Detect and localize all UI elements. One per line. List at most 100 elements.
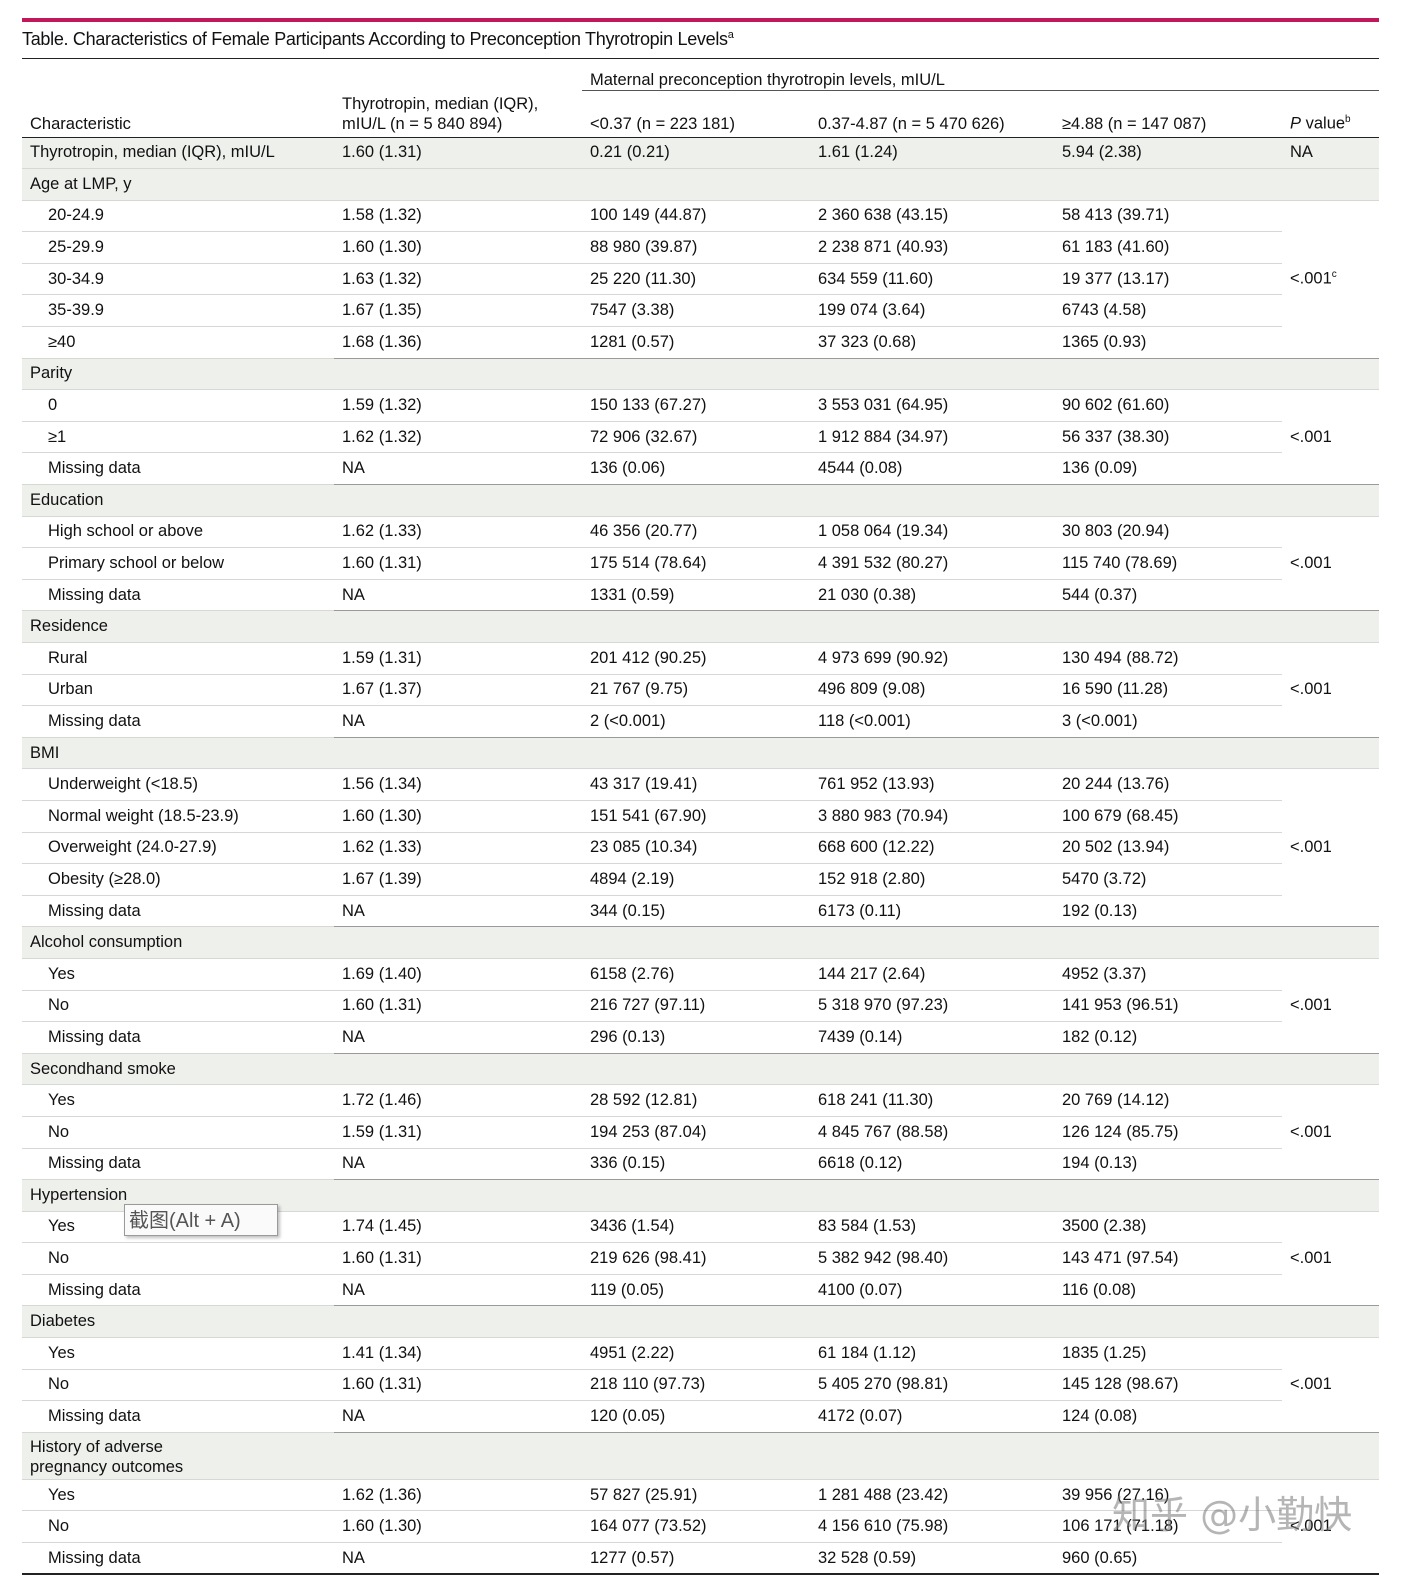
table-row: Yes 1.72 (1.46) 28 592 (12.81) 618 241 (11.… bbox=[22, 1084, 1380, 1181]
cell-mid: 61 184 (1.12) bbox=[810, 1337, 1054, 1370]
table-row: Obesity (≥28.0) 1.67 (1.39) 4894 (2.19) 152… bbox=[22, 863, 1379, 896]
table-row: No 1.60 (1.31) 216 727 (97.11) 5 318 970 (9… bbox=[22, 990, 1379, 1023]
row-label: Yes bbox=[22, 1084, 334, 1117]
row-label: Underweight (<18.5) bbox=[22, 768, 334, 801]
cell-p: NA bbox=[1282, 137, 1380, 170]
cell-low: 25 220 (11.30) bbox=[582, 263, 810, 296]
cell-high: 61 183 (41.60) bbox=[1054, 231, 1282, 264]
cell-mid: 1 281 488 (23.42) bbox=[810, 1479, 1054, 1512]
cell-mid: 618 241 (11.30) bbox=[810, 1084, 1054, 1117]
table-row: Yes 1.41 (1.34) 4951 (2.22) 61 184 (1.12) 18… bbox=[22, 1337, 1380, 1433]
table-row: Missing data NA 119 (0.05) 4100 (0.07) 116 (… bbox=[22, 1274, 1379, 1307]
cell-low: 3436 (1.54) bbox=[582, 1211, 810, 1244]
cell-p: <.001 bbox=[1282, 642, 1380, 738]
cell-p: <.001 bbox=[1282, 1337, 1380, 1433]
row-label: ≥40 bbox=[22, 326, 334, 359]
cell-low: 46 356 (20.77) bbox=[582, 516, 810, 549]
cell-mid: 5 318 970 (97.23) bbox=[810, 990, 1054, 1023]
cell-high: 106 171 (71.18) bbox=[1054, 1510, 1282, 1544]
table-row: Missing data NA 296 (0.13) 7439 (0.14) 182 (… bbox=[22, 1021, 1379, 1054]
cell-low: 150 133 (67.27) bbox=[582, 389, 810, 422]
cell-median: 1.72 (1.46) bbox=[334, 1084, 582, 1117]
cell-low: 1281 (0.57) bbox=[582, 326, 810, 359]
row-label: No bbox=[22, 1116, 334, 1149]
cell-median: NA bbox=[334, 452, 582, 486]
cell-mid: 4 973 699 (90.92) bbox=[810, 642, 1054, 675]
category-row: Secondhand smoke bbox=[22, 1053, 1380, 1086]
cell-mid: 1 058 064 (19.34) bbox=[810, 516, 1054, 549]
cell-high: 3500 (2.38) bbox=[1054, 1211, 1282, 1244]
cell-median: 1.63 (1.32) bbox=[334, 263, 582, 296]
category-row: History of adverse pregnancy outcomes bbox=[22, 1432, 1380, 1480]
cell-mid: 152 918 (2.80) bbox=[810, 863, 1054, 896]
cell-mid: 3 880 983 (70.94) bbox=[810, 800, 1054, 833]
cell-high: 145 128 (98.67) bbox=[1054, 1369, 1282, 1402]
cell-median: 1.59 (1.31) bbox=[334, 642, 582, 675]
cell-mid: 496 809 (9.08) bbox=[810, 674, 1054, 707]
table-row: Overweight (24.0-27.9) 1.62 (1.33) 23 085 … bbox=[22, 832, 1379, 865]
row-label: Primary school or below bbox=[22, 547, 334, 580]
cell-median: 1.60 (1.31) bbox=[334, 1369, 582, 1402]
cell-high: 20 502 (13.94) bbox=[1054, 832, 1282, 865]
cell-high: 143 471 (97.54) bbox=[1054, 1242, 1282, 1275]
cell-low: 151 541 (67.90) bbox=[582, 800, 810, 833]
table-row: High school or above 1.62 (1.33) 46 356 (2… bbox=[22, 516, 1380, 612]
row-label: Yes bbox=[22, 1479, 334, 1512]
cell-high: 6743 (4.58) bbox=[1054, 294, 1282, 328]
cell-median: 1.68 (1.36) bbox=[334, 326, 582, 359]
cell-low: 23 085 (10.34) bbox=[582, 832, 810, 865]
row-label: Missing data bbox=[22, 1542, 334, 1576]
cell-low: 136 (0.06) bbox=[582, 452, 810, 486]
cell-high: 3 (<0.001) bbox=[1054, 705, 1282, 738]
cell-median: NA bbox=[334, 1148, 582, 1181]
cell-high: 20 769 (14.12) bbox=[1054, 1084, 1282, 1117]
table-row: ≥40 1.68 (1.36) 1281 (0.57) 37 323 (0.68) 13… bbox=[22, 326, 1379, 359]
cell-high: 56 337 (38.30) bbox=[1054, 421, 1282, 454]
cell-high: 1835 (1.25) bbox=[1054, 1337, 1282, 1370]
cell-median: 1.60 (1.30) bbox=[334, 1510, 582, 1544]
cell-median: NA bbox=[334, 1274, 582, 1307]
row-label: 25-29.9 bbox=[22, 231, 334, 264]
category-row: Education bbox=[22, 484, 1380, 517]
cell-mid: 1 912 884 (34.97) bbox=[810, 421, 1054, 454]
top-accent-bar bbox=[22, 18, 1379, 22]
cell-median: 1.56 (1.34) bbox=[334, 768, 582, 801]
cell-median: NA bbox=[334, 705, 582, 738]
cell-mid: 7439 (0.14) bbox=[810, 1021, 1054, 1054]
row-label: Missing data bbox=[22, 1148, 334, 1181]
cell-low: 119 (0.05) bbox=[582, 1274, 810, 1307]
cell-mid: 2 238 871 (40.93) bbox=[810, 231, 1054, 264]
cell-median: NA bbox=[334, 1400, 582, 1433]
cell-low: 344 (0.15) bbox=[582, 895, 810, 928]
table-title: Table. Characteristics of Female Partici… bbox=[22, 29, 734, 49]
watermark: 知乎 @小勤快 bbox=[1112, 1493, 1353, 1537]
table-row: Primary school or below 1.60 (1.31) 175 51… bbox=[22, 547, 1379, 580]
row-label: 30-34.9 bbox=[22, 263, 334, 296]
category-label: Parity bbox=[22, 358, 1380, 391]
cell-mid: 4 156 610 (75.98) bbox=[810, 1510, 1054, 1544]
row-label: No bbox=[22, 990, 334, 1023]
cell-high: 5.94 (2.38) bbox=[1054, 137, 1282, 170]
cell-high: 960 (0.65) bbox=[1054, 1542, 1282, 1576]
cell-median: 1.60 (1.30) bbox=[334, 231, 582, 264]
category-label: Age at LMP, y bbox=[22, 168, 1380, 201]
cell-high: 58 413 (39.71) bbox=[1054, 200, 1282, 233]
cell-high: 192 (0.13) bbox=[1054, 895, 1282, 928]
cell-p: <.001 bbox=[1282, 1084, 1380, 1181]
row-label: ≥1 bbox=[22, 421, 334, 454]
cell-low: 336 (0.15) bbox=[582, 1148, 810, 1181]
cell-p: <.001 bbox=[1282, 1211, 1380, 1307]
cell-median: 1.62 (1.33) bbox=[334, 832, 582, 865]
cell-low: 2 (<0.001) bbox=[582, 705, 810, 738]
header-mid: 0.37-4.87 (n = 5 470 626) bbox=[810, 90, 1054, 138]
cell-high: 100 679 (68.45) bbox=[1054, 800, 1282, 833]
category-row: Age at LMP, y bbox=[22, 168, 1380, 201]
cell-median: 1.59 (1.32) bbox=[334, 389, 582, 422]
category-row: Residence bbox=[22, 610, 1380, 643]
cell-mid: 21 030 (0.38) bbox=[810, 579, 1054, 612]
cell-low: 219 626 (98.41) bbox=[582, 1242, 810, 1275]
cell-low: 1331 (0.59) bbox=[582, 579, 810, 612]
cell-p: <.001 bbox=[1282, 958, 1380, 1054]
table-row: No 1.60 (1.30) 164 077 (73.52) 4 156 610 (7… bbox=[22, 1510, 1379, 1544]
row-label: No bbox=[22, 1369, 334, 1402]
